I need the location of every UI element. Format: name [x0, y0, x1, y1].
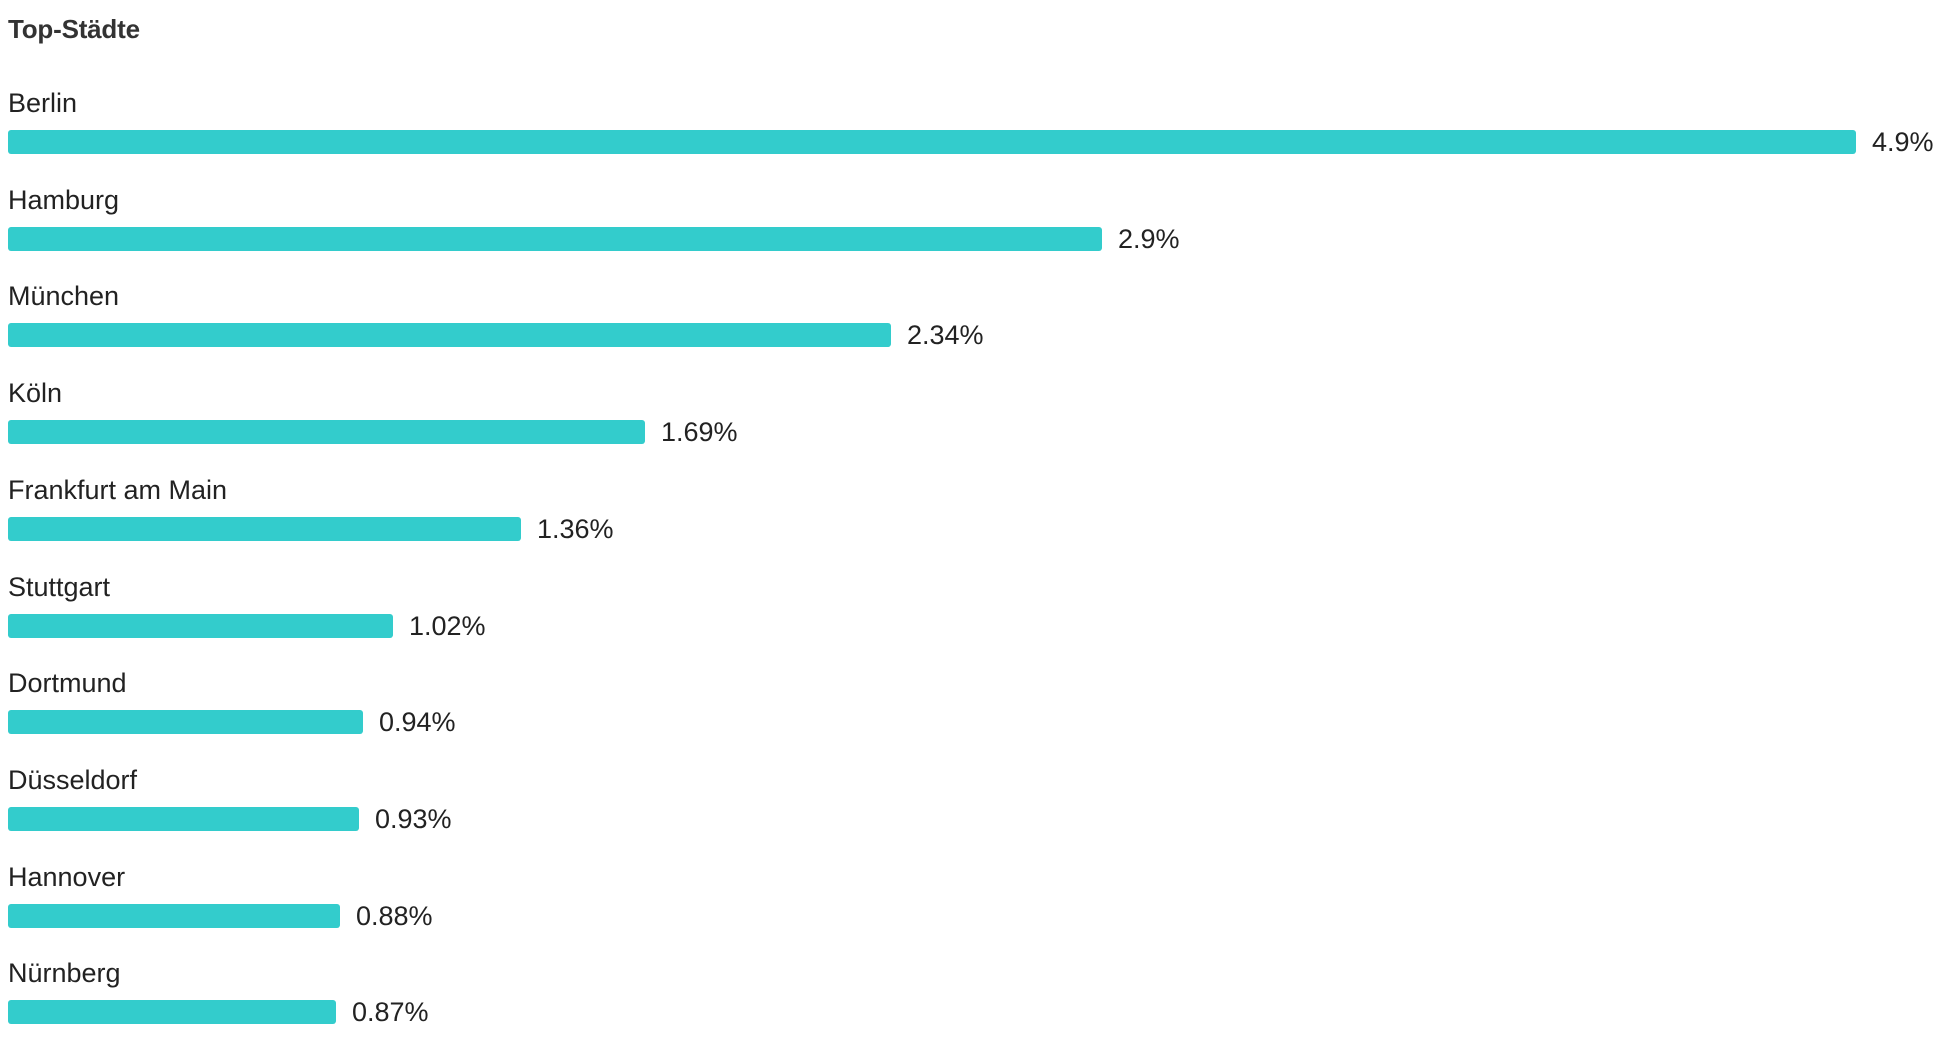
value-label: 1.02% — [409, 610, 486, 641]
value-label: 2.34% — [907, 320, 984, 351]
value-label: 1.36% — [537, 513, 614, 544]
bar-row: Köln 1.69% — [8, 376, 1940, 472]
city-label: Nürnberg — [8, 958, 121, 989]
value-label: 0.93% — [375, 803, 452, 834]
bar-row: Dortmund 0.94% — [8, 666, 1940, 762]
bar — [8, 130, 1856, 154]
bar — [8, 323, 891, 348]
city-label: Frankfurt am Main — [8, 474, 228, 505]
chart-title: Top-Städte — [8, 14, 140, 44]
city-label: Hamburg — [8, 184, 120, 215]
bar-row: Düsseldorf 0.93% — [8, 763, 1940, 859]
bar-row: Hannover 0.88% — [8, 860, 1940, 956]
bar-row: Nürnberg 0.87% — [8, 956, 1940, 1052]
top-cities-chart: Top-Städte Berlin 4.9% Hamburg 2.9% München 2… — [8, 0, 1940, 1056]
bar-row: Stuttgart 1.02% — [8, 570, 1940, 666]
bar — [8, 903, 340, 928]
value-label: 0.94% — [379, 707, 456, 738]
value-label: 2.9% — [1118, 223, 1180, 254]
bar — [8, 1000, 336, 1025]
city-label: Dortmund — [8, 668, 127, 699]
value-label: 0.88% — [356, 900, 433, 931]
bar-row: Hamburg 2.9% — [8, 183, 1940, 279]
city-label: Berlin — [8, 88, 78, 118]
bar-row: München 2.34% — [8, 279, 1940, 375]
bar — [8, 613, 393, 638]
bar — [8, 420, 645, 445]
value-label: 1.69% — [661, 417, 738, 448]
bar — [8, 806, 359, 831]
city-label: Düsseldorf — [8, 764, 138, 795]
bar-row: Frankfurt am Main 1.36% — [8, 473, 1940, 569]
bar — [8, 226, 1102, 251]
value-label: 4.9% — [1872, 127, 1934, 157]
city-label: Stuttgart — [8, 571, 111, 602]
bar — [8, 710, 363, 735]
city-label: Hannover — [8, 861, 126, 892]
value-label: 0.87% — [352, 997, 429, 1028]
bar — [8, 516, 521, 541]
city-label: München — [8, 281, 120, 312]
bar-row: Berlin 4.9% — [8, 86, 1940, 182]
city-label: Köln — [8, 378, 63, 409]
